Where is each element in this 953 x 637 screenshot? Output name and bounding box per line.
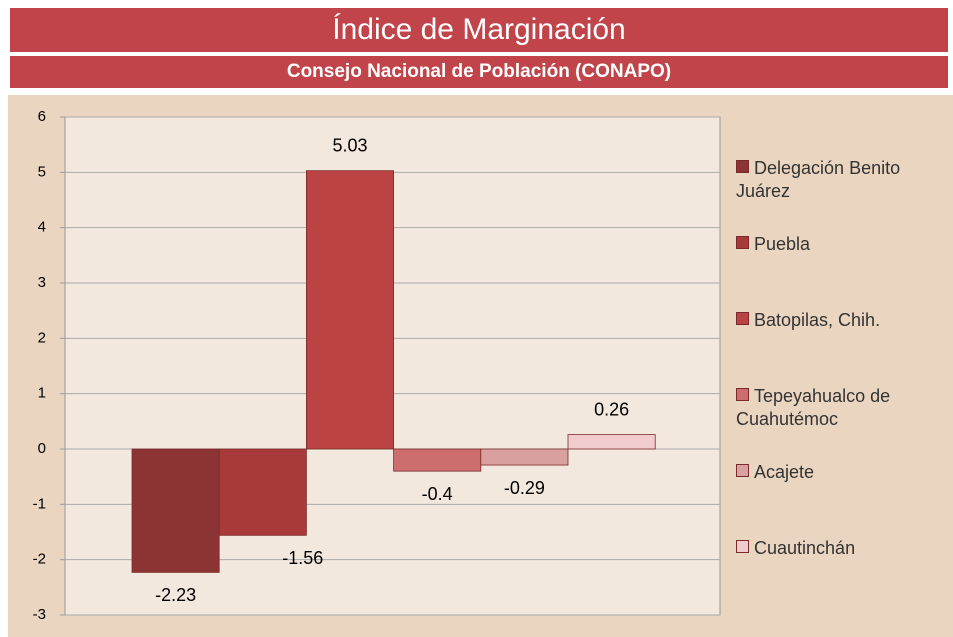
chart-subtitle: Consejo Nacional de Población (CONAPO) — [10, 56, 948, 88]
y-tick-label: -3 — [33, 606, 46, 623]
y-tick-label: -2 — [33, 551, 46, 568]
legend-label: Delegación Benito Juárez — [736, 158, 901, 201]
legend-entry: Acajete — [736, 461, 951, 484]
legend-swatch — [736, 312, 749, 325]
y-tick-label: -1 — [33, 495, 46, 512]
legend-entry: Puebla — [736, 233, 951, 256]
y-tick-label: 1 — [38, 385, 46, 402]
data-label: -1.56 — [282, 548, 323, 568]
legend-swatch — [736, 236, 749, 249]
legend-label: Tepeyahualco de Cuahutémoc — [736, 386, 891, 429]
bar — [305, 170, 394, 450]
bar — [131, 448, 220, 573]
legend-entry: Cuautinchán — [736, 537, 951, 560]
legend-swatch — [736, 388, 749, 401]
legend-entry: Batopilas, Chih. — [736, 309, 951, 332]
legend-entry: Delegación Benito Juárez — [736, 157, 951, 203]
legend-swatch — [736, 464, 749, 477]
y-tick-label: 0 — [38, 440, 46, 457]
y-tick-label: 2 — [38, 329, 46, 346]
chart-title: Índice de Marginación — [10, 8, 948, 52]
legend-label: Acajete — [754, 462, 815, 482]
y-tick-label: 4 — [38, 219, 46, 236]
bar — [567, 434, 656, 450]
y-tick-label: 6 — [38, 108, 46, 125]
y-tick-label: 5 — [38, 163, 46, 180]
bar — [480, 448, 569, 466]
bar — [218, 448, 307, 536]
legend-swatch — [736, 160, 749, 173]
data-label: -0.29 — [504, 478, 545, 498]
data-label: 5.03 — [332, 135, 367, 155]
data-label: -0.4 — [422, 484, 453, 504]
legend-entry: Tepeyahualco de Cuahutémoc — [736, 385, 951, 431]
legend-label: Puebla — [754, 234, 811, 254]
data-label: -2.23 — [155, 585, 196, 605]
y-tick-label: 3 — [38, 274, 46, 291]
legend-label: Batopilas, Chih. — [754, 310, 881, 330]
data-label: 0.26 — [594, 399, 629, 419]
legend-label: Cuautinchán — [754, 538, 856, 558]
bar — [393, 448, 482, 472]
legend-swatch — [736, 540, 749, 553]
